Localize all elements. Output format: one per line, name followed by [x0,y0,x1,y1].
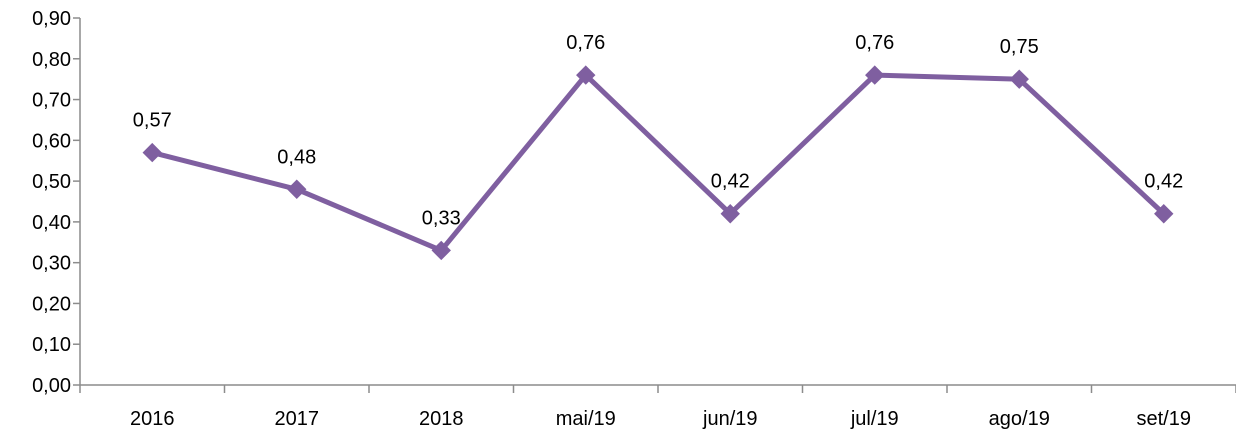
x-tick-label: 2017 [275,408,320,430]
data-label: 0,48 [277,146,316,168]
data-point-marker [142,142,162,163]
data-point-marker [865,65,885,85]
data-point-marker [1154,204,1174,224]
data-label: 0,76 [566,32,605,54]
data-point-marker [576,65,596,85]
data-label: 0,42 [1144,171,1183,193]
x-tick-label: 2016 [130,408,175,430]
data-point-marker [720,204,740,224]
y-tick-label: 0,60 [32,130,71,152]
y-tick-label: 0,70 [32,90,71,112]
y-tick-label: 0,50 [32,171,71,193]
data-point-marker [1009,69,1029,89]
y-tick-label: 0,80 [32,49,71,71]
data-point-marker [287,179,307,199]
data-label: 0,75 [1000,36,1039,58]
y-tick-label: 0,00 [32,375,71,397]
y-tick-label: 0,40 [32,212,71,234]
x-tick-label: mai/19 [556,408,616,430]
data-label: 0,57 [133,110,172,132]
x-tick-label: jun/19 [702,408,758,430]
series-line [149,72,1167,253]
x-tick-label: ago/19 [989,408,1050,430]
y-tick-label: 0,30 [32,253,71,275]
x-tick-label: 2018 [419,408,464,430]
data-label: 0,42 [711,171,750,193]
data-label: 0,33 [422,207,461,229]
chart-axes: 0,00 0,10 0,20 0,30 0,40 0,50 0,60 0,70 0,80 0,90… [32,8,1236,430]
plot-area: 0,57 0,48 0,33 0,76 0,42 0,76 0,75 0,42 [133,32,1183,261]
y-tick-label: 0,20 [32,293,71,315]
x-tick-label: jul/19 [850,408,899,430]
data-point-marker [431,240,451,261]
data-label: 0,76 [855,32,894,54]
y-tick-label: 0,90 [32,8,71,30]
y-tick-label: 0,10 [32,334,71,356]
x-tick-label: set/19 [1137,408,1191,430]
